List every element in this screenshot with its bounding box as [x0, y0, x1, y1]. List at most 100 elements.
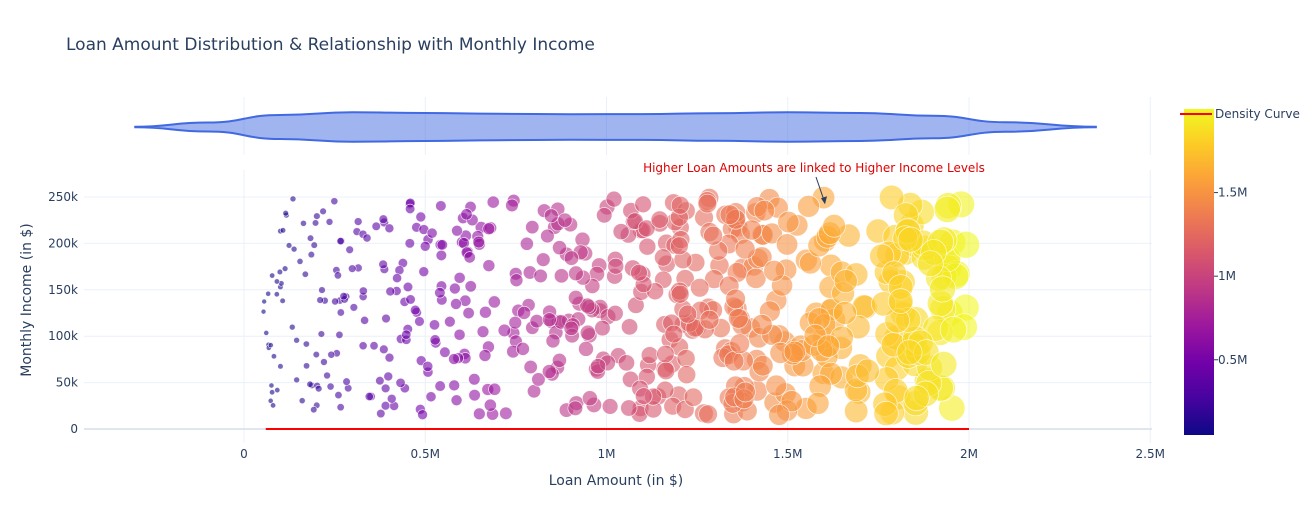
scatter-point — [300, 219, 307, 227]
scatter-point — [617, 354, 635, 372]
scatter-point — [386, 393, 397, 404]
legend[interactable]: Density Curve — [1180, 107, 1300, 121]
scatter-point — [279, 297, 286, 304]
scatter-point — [326, 382, 335, 391]
scatter-point — [483, 398, 497, 412]
scatter-point — [426, 227, 438, 239]
scatter-point — [579, 297, 596, 314]
colorbar — [1184, 109, 1214, 435]
scatter-point — [405, 294, 416, 305]
scatter-point — [612, 223, 630, 241]
scatter-point — [369, 341, 379, 351]
scatter-point — [723, 350, 745, 372]
scatter-point — [362, 233, 372, 243]
scatter-point — [274, 387, 281, 394]
scatter-point — [543, 208, 559, 224]
scatter-point — [783, 340, 806, 364]
scatter-point — [478, 349, 492, 362]
scatter-point — [450, 298, 462, 310]
scatter-point — [552, 240, 567, 256]
scatter-point — [307, 250, 315, 259]
scatter-point — [551, 352, 567, 368]
x-tick-label: 1M — [598, 447, 616, 461]
y-axis-title: Monthly Income (in $) — [19, 223, 35, 377]
scatter-point — [376, 408, 386, 419]
scatter-point — [670, 284, 690, 304]
scatter-point — [939, 316, 968, 344]
scatter-point — [594, 319, 611, 337]
scatter-point — [349, 303, 359, 312]
scatter-point — [404, 203, 416, 215]
scatter-point — [320, 358, 328, 366]
scatter-point — [578, 341, 594, 357]
scatter-point — [296, 257, 304, 265]
scatter-point — [741, 219, 763, 241]
scatter-point — [404, 238, 415, 249]
colorbar-tick-labels: 0.5M 1M 1.5M — [1214, 186, 1247, 367]
scatter-point — [952, 230, 980, 259]
scatter-point — [568, 265, 584, 282]
scatter-point — [605, 190, 623, 208]
scatter-point — [273, 291, 280, 298]
scatter-point — [568, 289, 584, 306]
scatter-point — [395, 377, 406, 388]
scatter-point — [375, 376, 385, 386]
scatter-point — [463, 251, 476, 264]
density-violin-layer — [134, 111, 1097, 143]
scatter-point — [806, 391, 830, 415]
scatter-point — [526, 384, 542, 399]
scatter-point — [497, 323, 512, 338]
scatter-point — [358, 286, 368, 296]
scatter-point — [449, 282, 461, 295]
scatter-point — [753, 199, 776, 222]
scatter-point — [752, 355, 774, 377]
scatter-point — [451, 224, 463, 237]
scatter-point — [336, 308, 345, 317]
scatter-point — [640, 346, 659, 365]
scatter-point — [434, 380, 446, 392]
legend-label-density-curve: Density Curve — [1215, 107, 1300, 121]
scatter-point — [620, 399, 638, 417]
scatter-point — [342, 377, 351, 386]
scatter-point — [334, 391, 343, 400]
scatter-point — [579, 324, 596, 341]
scatter-point — [745, 267, 767, 289]
scatter-point — [316, 296, 324, 304]
scatter-point — [670, 236, 689, 256]
scatter-point — [439, 346, 451, 358]
scatter-point — [345, 245, 354, 255]
scatter-point — [656, 344, 675, 364]
scatter-point — [364, 391, 374, 402]
scatter-point — [298, 397, 306, 405]
scatter-point — [419, 240, 431, 252]
scatter-point — [482, 259, 496, 273]
scatter-point — [832, 301, 857, 325]
scatter-point — [698, 404, 718, 425]
scatter-point — [654, 248, 673, 267]
scatter-point — [844, 399, 869, 424]
scatter-point — [339, 292, 348, 301]
scatter-point — [531, 372, 546, 387]
scatter-point — [735, 381, 756, 403]
scatter-point — [505, 198, 519, 213]
scatter-point — [327, 350, 336, 359]
scatter-point — [353, 217, 363, 226]
scatter-point — [482, 222, 496, 236]
scatter-point — [448, 353, 460, 365]
y-tick-label: 0 — [70, 422, 78, 436]
scatter-point — [529, 314, 544, 329]
scatter-point — [336, 403, 345, 412]
scatter-point — [699, 309, 720, 330]
scatter-point — [261, 298, 268, 305]
scatter-point — [933, 195, 961, 223]
y-tick-label: 150k — [48, 283, 78, 297]
scatter-point — [606, 304, 624, 322]
scatter-point — [306, 380, 314, 388]
scatter-point — [285, 242, 293, 249]
scatter-point — [436, 239, 448, 251]
scatter-point — [318, 286, 326, 294]
scatter-point — [535, 252, 551, 267]
scatter-point — [533, 268, 548, 284]
scatter-point — [378, 214, 389, 224]
scatter-point — [331, 297, 340, 306]
